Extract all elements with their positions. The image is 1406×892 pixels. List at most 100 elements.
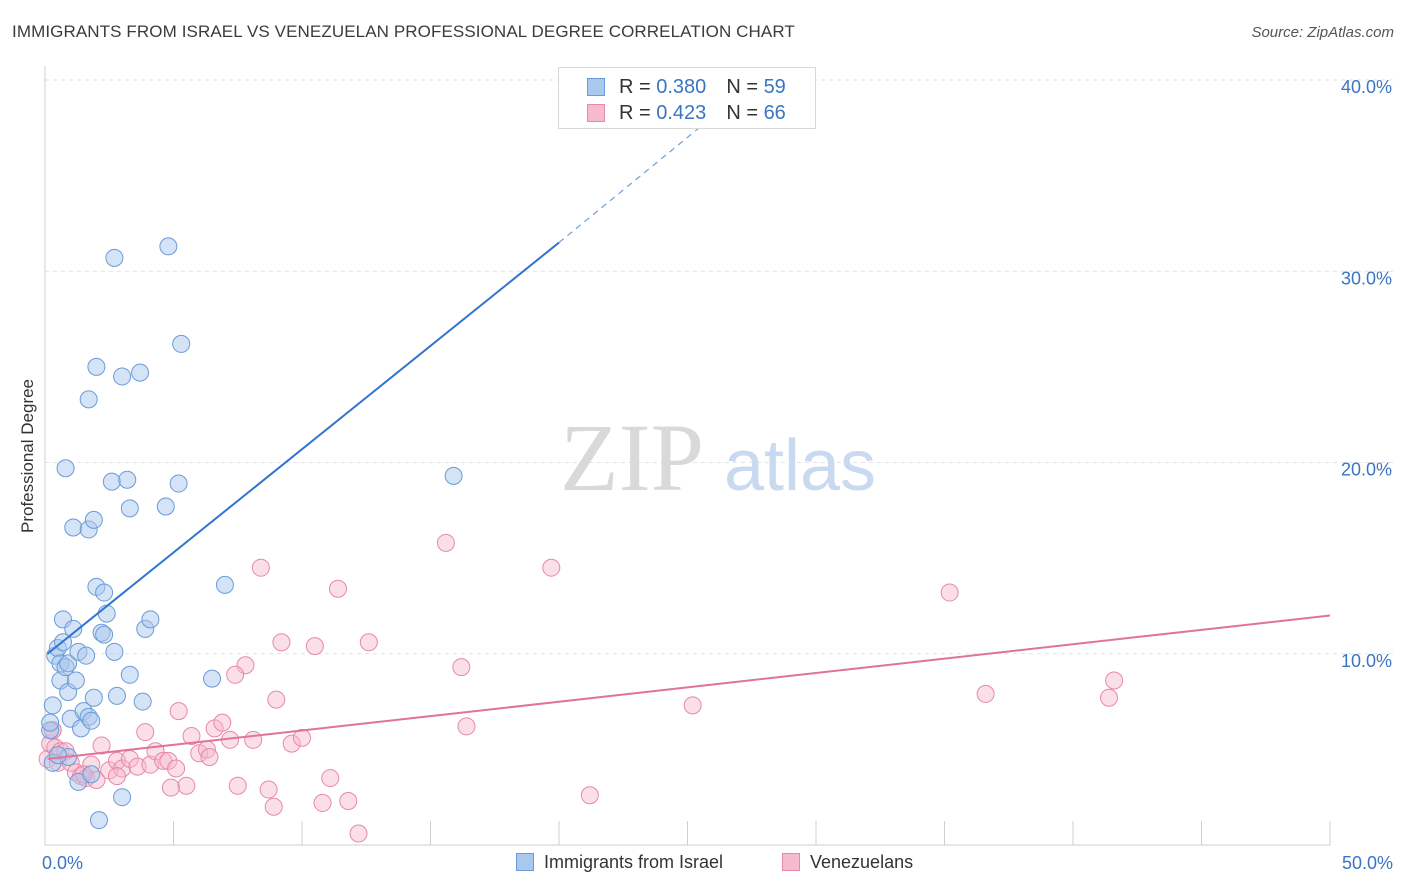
venezuelans-point xyxy=(293,728,311,747)
israel-point xyxy=(215,575,234,594)
legend-r-value: 0.380 xyxy=(656,76,707,98)
venezuelans-point xyxy=(228,776,247,795)
watermark-zip: ZIP xyxy=(560,404,704,511)
y-tick-label: 30.0% xyxy=(1341,268,1392,288)
venezuelans-point xyxy=(305,637,324,656)
israel-point xyxy=(141,610,160,629)
venezuelans-point xyxy=(136,723,155,742)
venezuelans-point xyxy=(177,776,196,795)
legend-r-value: 0.423 xyxy=(656,102,707,124)
israel-point xyxy=(66,671,85,690)
israel-point xyxy=(118,470,137,489)
venezuelans-point xyxy=(264,797,283,816)
israel-point xyxy=(56,459,75,478)
israel-point xyxy=(107,686,126,705)
israel-point xyxy=(169,474,188,493)
legend-swatch-israel xyxy=(516,853,534,871)
venezuelans-point xyxy=(940,583,959,602)
israel-point xyxy=(89,811,108,830)
israel-point xyxy=(113,788,132,807)
venezuelans-point xyxy=(359,633,378,652)
israel-point xyxy=(87,357,106,376)
legend-n-value: 66 xyxy=(763,102,786,124)
legend-n-label: N = xyxy=(726,76,764,98)
venezuelans-point xyxy=(244,730,263,749)
israel-point xyxy=(84,510,103,529)
y-tick-label: 20.0% xyxy=(1341,460,1392,480)
israel-point xyxy=(159,237,178,256)
watermark: ZIP atlas xyxy=(560,404,876,511)
israel-point xyxy=(82,711,101,730)
venezuelans-point xyxy=(1099,688,1118,707)
venezuelans-point xyxy=(159,751,178,770)
venezuelans-point xyxy=(107,767,126,786)
israel-point xyxy=(41,713,60,732)
x-tick-label-max: 50.0% xyxy=(1342,853,1393,873)
israel-point xyxy=(64,518,83,537)
venezuelans-point xyxy=(321,769,340,788)
legend-swatch-israel xyxy=(587,78,605,96)
legend-label-israel: Immigrants from Israel xyxy=(544,852,724,872)
israel-point xyxy=(120,499,139,518)
legend-item-israel[interactable]: Immigrants from Israel xyxy=(516,852,723,873)
venezuelans-point xyxy=(328,579,347,598)
israel-point xyxy=(95,625,114,644)
venezuelans-point xyxy=(226,665,245,684)
correlation-legend: R = 0.380 N = 59 R = 0.423 N = 66 xyxy=(558,67,816,129)
venezuelans-point xyxy=(349,824,368,843)
venezuelans-point xyxy=(313,793,332,812)
venezuelans-trend-line xyxy=(47,614,1331,760)
venezuelans-point xyxy=(213,713,232,732)
venezuelans-point xyxy=(200,748,219,767)
venezuelans-point xyxy=(457,717,476,736)
israel-point xyxy=(102,472,121,491)
venezuelans-point xyxy=(167,759,186,778)
venezuelans-point xyxy=(182,726,201,745)
trend-lines xyxy=(46,94,1331,760)
israel-point xyxy=(203,669,222,688)
venezuelans-point xyxy=(1105,671,1124,690)
legend-r-label: R = xyxy=(619,102,657,124)
source-label: Source: ZipAtlas.com xyxy=(1251,24,1394,41)
venezuelans-point xyxy=(436,533,455,552)
israel-point xyxy=(64,619,83,638)
israel-point xyxy=(43,696,62,715)
israel-point xyxy=(82,765,101,784)
venezuelans-point xyxy=(452,658,471,677)
venezuelans-point xyxy=(272,633,291,652)
venezuelans-point xyxy=(282,734,301,753)
venezuelans-point xyxy=(683,696,702,715)
israel-point xyxy=(79,390,98,409)
legend-label-venezuelans: Venezuelans xyxy=(810,852,914,872)
israel-point xyxy=(172,334,191,353)
venezuelans-point xyxy=(92,736,111,755)
venezuelans-point xyxy=(580,786,599,805)
israel-point xyxy=(59,654,78,673)
venezuelans-point xyxy=(976,684,995,703)
israel-point xyxy=(444,466,463,485)
israel-trend-extension xyxy=(558,94,740,244)
israel-point xyxy=(48,746,67,765)
x-tick-label-min: 0.0% xyxy=(42,853,83,873)
legend-item-venezuelans[interactable]: Venezuelans xyxy=(782,852,913,873)
israel-point xyxy=(105,642,124,661)
israel-point xyxy=(97,604,116,623)
israel-point xyxy=(95,583,114,602)
series-legend: Immigrants from Israel Venezuelans xyxy=(0,852,1406,876)
israel-point xyxy=(133,692,152,711)
venezuelans-point xyxy=(542,558,561,577)
tick-labels: 10.0% 20.0% 30.0% 40.0% 0.0% 50.0% xyxy=(42,77,1393,873)
y-tick-label: 10.0% xyxy=(1341,651,1392,671)
grid-lines xyxy=(45,79,1395,655)
israel-point xyxy=(131,363,150,382)
venezuelans-point xyxy=(259,780,278,799)
israel-point xyxy=(156,497,175,516)
venezuelans-point xyxy=(169,702,188,721)
legend-n-value: 59 xyxy=(763,76,786,98)
legend-r-label: R = xyxy=(619,76,657,98)
israel-point xyxy=(105,248,124,267)
venezuelans-point xyxy=(339,792,358,811)
venezuelans-point xyxy=(267,690,286,709)
venezuelans-point xyxy=(251,558,270,577)
